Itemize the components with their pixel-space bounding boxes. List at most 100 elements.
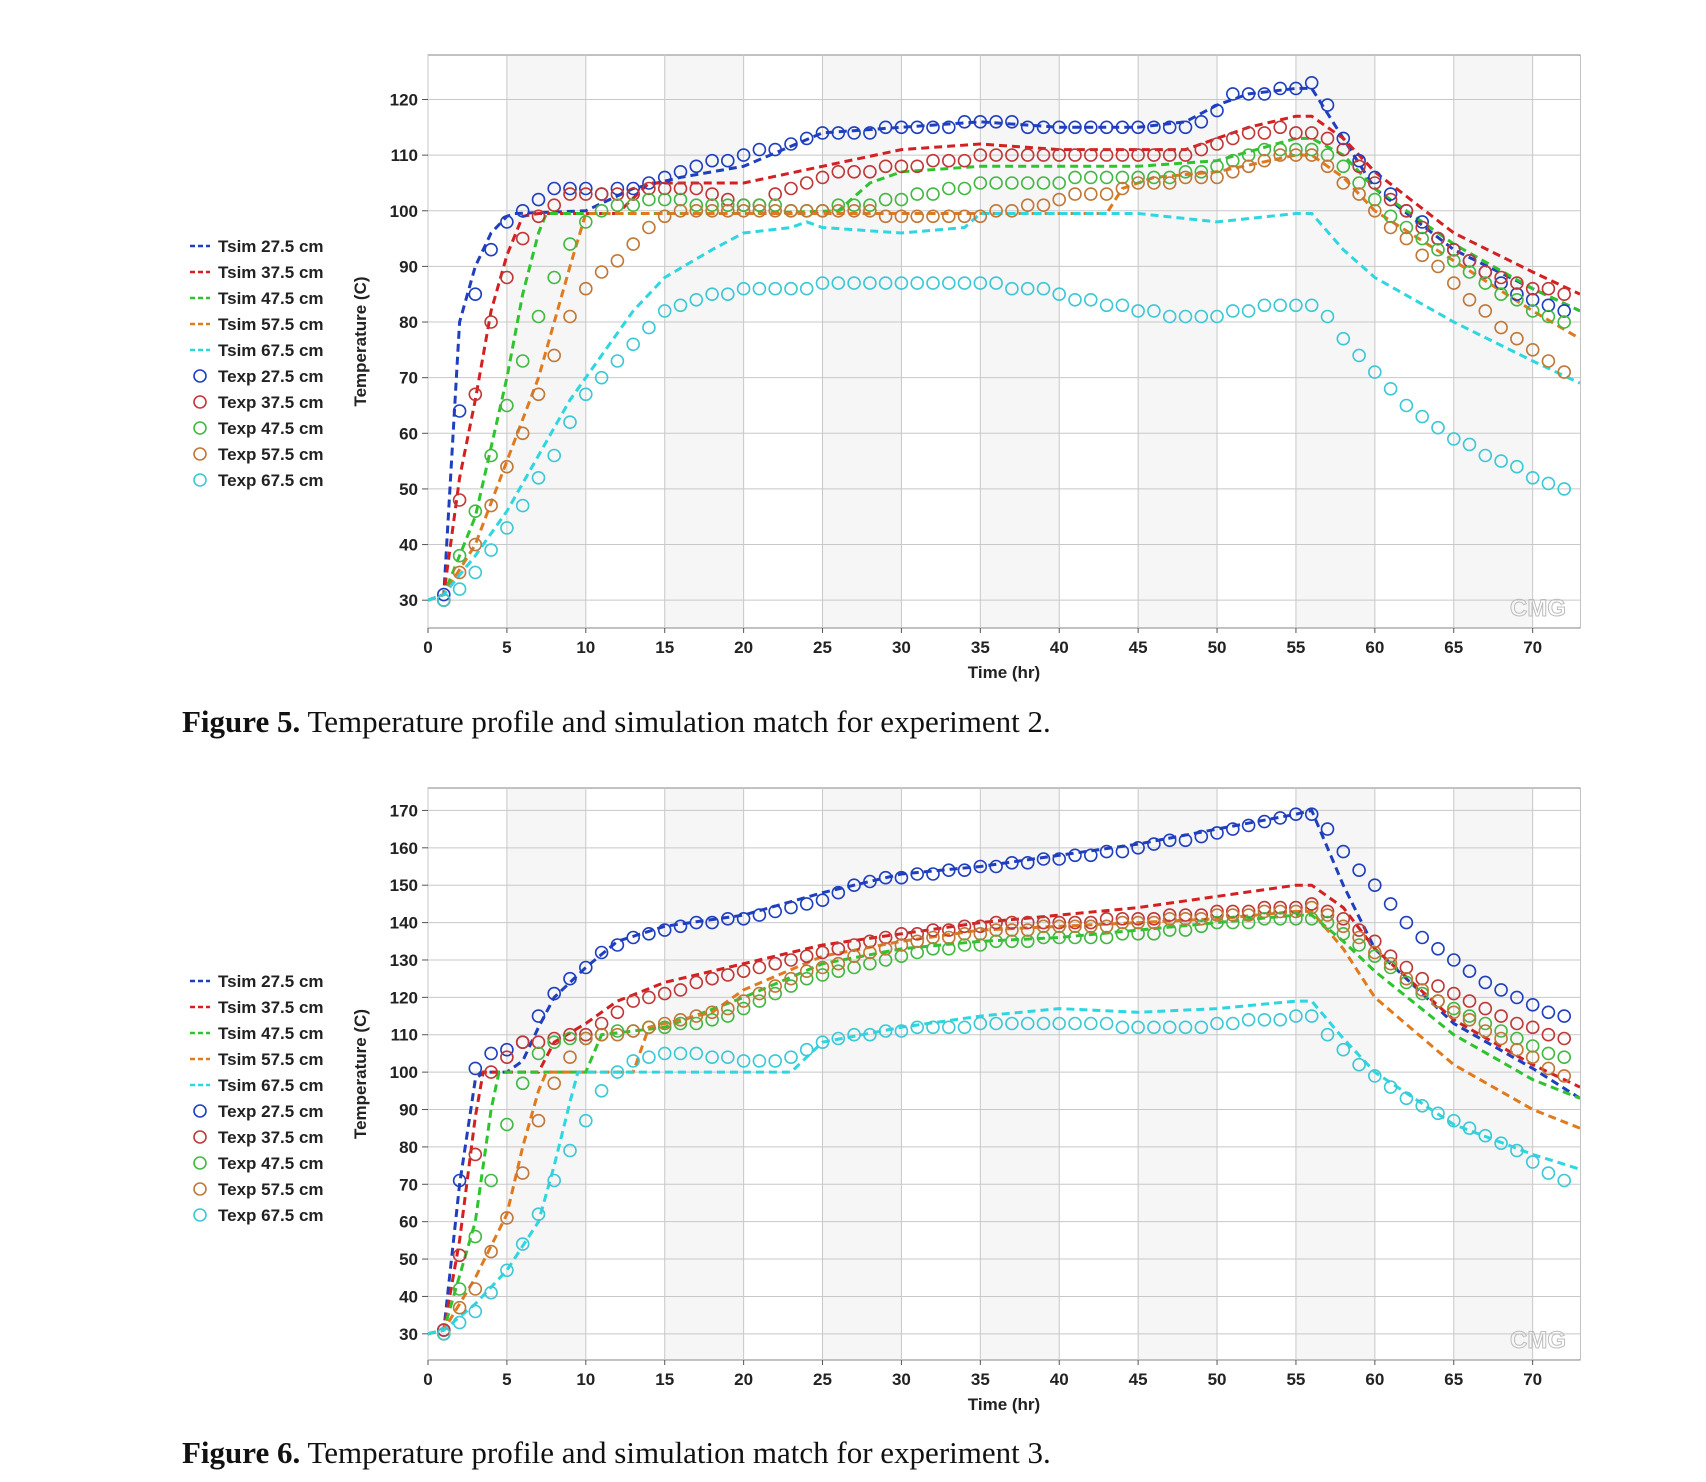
exp-point <box>1131 841 1145 855</box>
exp-point <box>878 159 893 174</box>
exp-point <box>1147 304 1161 318</box>
exp-point <box>452 548 467 563</box>
exp-point <box>626 237 641 251</box>
exp-point <box>1557 1009 1571 1023</box>
exp-point <box>515 204 530 218</box>
exp-point <box>1289 142 1303 157</box>
exp-point <box>957 938 972 952</box>
exp-point <box>1241 818 1256 833</box>
exp-point <box>768 956 783 971</box>
exp-point <box>452 1173 467 1188</box>
exp-point <box>720 153 735 168</box>
exp-point <box>752 198 767 212</box>
legend-label: Texp 57.5 cm <box>218 445 324 464</box>
exp-point <box>689 198 704 212</box>
exp-point <box>673 1016 688 1031</box>
exp-point <box>1084 930 1098 945</box>
exp-point <box>1052 1016 1066 1031</box>
exp-point <box>1068 915 1082 930</box>
exp-point <box>926 120 940 135</box>
exp-point <box>720 192 735 207</box>
exp-point <box>973 176 988 190</box>
exp-point <box>1289 81 1303 96</box>
exp-point <box>1352 153 1366 168</box>
exp-point <box>1005 934 1019 949</box>
exp-point <box>626 1024 641 1038</box>
exp-point <box>989 859 1003 874</box>
plot-band <box>428 56 507 627</box>
exp-point <box>720 287 735 302</box>
exp-point <box>1541 309 1556 324</box>
exp-point <box>1178 170 1193 185</box>
exp-point <box>957 181 972 196</box>
exp-point <box>784 204 798 218</box>
exp-point <box>1147 176 1161 190</box>
sim-line <box>428 883 1580 1336</box>
exp-point <box>1147 915 1161 930</box>
exp-point <box>973 148 988 162</box>
exp-point <box>1036 198 1051 212</box>
exp-point <box>1257 904 1272 919</box>
exp-point <box>1273 81 1287 96</box>
exp-point <box>531 1035 546 1050</box>
exp-point <box>799 971 814 986</box>
exp-point <box>1336 331 1351 346</box>
exp-point <box>973 919 988 934</box>
legend-label: Tsim 67.5 cm <box>218 341 324 360</box>
exp-point <box>1068 187 1082 201</box>
exp-point <box>515 1166 530 1180</box>
exp-point <box>1336 1042 1351 1057</box>
exp-point <box>847 165 861 179</box>
exp-point <box>1368 365 1382 379</box>
exp-point <box>657 1020 672 1035</box>
exp-point <box>957 1020 972 1035</box>
exp-point <box>500 1263 514 1278</box>
chart-figure-6: 30 40 50 60 70 80 90 100 110 120 130 140 150 160 170 0 5… <box>190 787 1581 1414</box>
legend-swatch <box>193 1104 207 1118</box>
legend-label: Tsim 37.5 cm <box>218 263 324 282</box>
exp-point <box>1462 265 1477 279</box>
exp-point <box>1005 115 1019 129</box>
legend-label: Texp 27.5 cm <box>218 1102 324 1121</box>
legend-swatch <box>193 447 207 461</box>
exp-point <box>673 983 688 997</box>
exp-point <box>1210 915 1224 930</box>
exp-point <box>799 176 814 190</box>
exp-point <box>547 986 562 1001</box>
exp-point <box>1368 204 1382 218</box>
exp-point <box>1304 142 1319 157</box>
exp-point <box>831 885 846 900</box>
exp-point <box>515 354 530 368</box>
exp-point <box>468 504 483 519</box>
exp-point <box>1399 231 1414 246</box>
exp-point <box>1525 1155 1540 1169</box>
exp-point <box>1399 204 1414 218</box>
exp-point <box>784 979 798 993</box>
exp-point <box>705 204 719 218</box>
exp-point <box>752 908 767 922</box>
exp-point <box>768 142 783 157</box>
exp-point <box>705 1012 719 1027</box>
exp-point <box>957 919 972 934</box>
exp-point <box>657 1046 672 1061</box>
exp-point <box>973 859 988 874</box>
exp-point <box>1494 1024 1508 1038</box>
exp-point <box>642 1050 656 1065</box>
exp-point <box>594 1027 609 1042</box>
exp-point <box>1194 912 1209 926</box>
exp-point <box>484 543 498 557</box>
exp-point <box>594 1083 609 1098</box>
exp-point <box>1273 120 1287 135</box>
exp-point <box>1210 1016 1224 1031</box>
cmg-watermark: CMG <box>1510 595 1566 622</box>
exp-point <box>531 470 546 485</box>
exp-point <box>452 1300 467 1315</box>
exp-point <box>1099 148 1114 162</box>
exp-point <box>705 187 719 201</box>
exp-point <box>1147 927 1161 941</box>
x-axis-title: Time (hr) <box>968 1395 1040 1414</box>
exp-point <box>1052 930 1066 945</box>
exp-point <box>1036 120 1051 135</box>
exp-point <box>941 153 956 168</box>
exp-point <box>689 292 704 307</box>
